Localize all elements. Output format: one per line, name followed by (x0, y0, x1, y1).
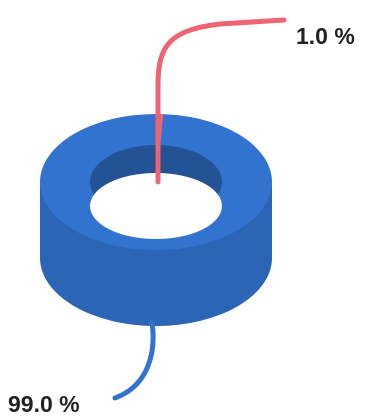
data-label-1pct: 1.0 % (296, 23, 355, 49)
leader-line-99pct (112, 319, 156, 401)
donut-hole (90, 173, 222, 239)
leader-line-1pct (155, 17, 287, 185)
data-label-99pct: 99.0 % (8, 391, 80, 417)
